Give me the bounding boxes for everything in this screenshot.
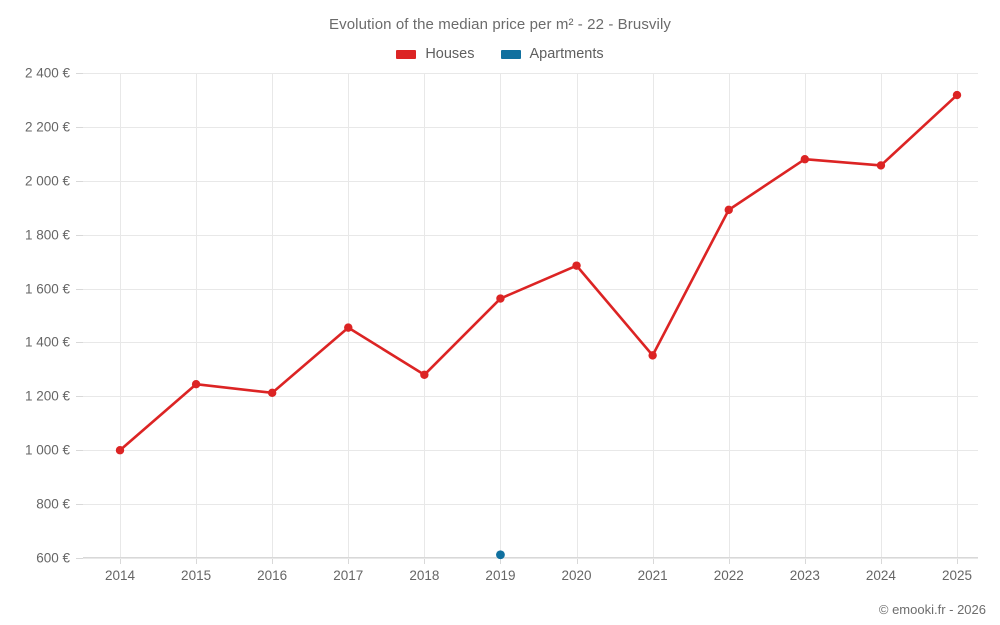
gridline-horizontal — [83, 126, 978, 128]
legend-swatch-houses — [396, 49, 417, 59]
x-axis-tick-label: 2015 — [181, 568, 212, 583]
gridline-horizontal — [83, 73, 978, 74]
gridline-vertical — [652, 73, 654, 558]
gridline-vertical — [196, 73, 198, 558]
legend-item-apartments[interactable]: Apartments — [500, 46, 604, 62]
x-axis-tick-mark — [804, 558, 806, 564]
gridline-horizontal — [83, 504, 978, 506]
y-axis-tick-label: 1 800 € — [24, 227, 70, 243]
y-axis-tick-label: 600 € — [36, 550, 70, 566]
legend-swatch-apartments — [500, 49, 521, 59]
gridline-vertical — [728, 73, 730, 558]
x-axis-tick-label: 2019 — [485, 568, 516, 583]
gridline-horizontal — [83, 558, 978, 559]
x-axis-tick-mark — [957, 558, 958, 564]
legend-label-houses: Houses — [425, 46, 475, 62]
chart-title: Evolution of the median price per m² - 2… — [328, 16, 671, 33]
x-axis-tick-mark — [500, 558, 502, 564]
gridline-vertical — [348, 73, 350, 558]
gridline-vertical — [500, 73, 502, 558]
gridline-horizontal — [83, 288, 978, 290]
x-axis-tick-mark — [576, 558, 578, 564]
y-axis-tick-mark — [76, 396, 83, 398]
x-axis-tick-label: 2020 — [561, 568, 592, 583]
gridline-horizontal — [83, 180, 978, 182]
gridline-horizontal — [83, 234, 978, 236]
y-axis-tick-mark — [76, 288, 83, 290]
x-axis-tick-label: 2022 — [713, 568, 744, 583]
footer-credit: © emooki.fr - 2026 — [878, 602, 986, 617]
y-axis-tick-mark — [76, 504, 83, 506]
x-axis-tick-label: 2016 — [257, 568, 288, 583]
gridline-vertical — [272, 73, 274, 558]
x-axis-tick-mark — [196, 558, 198, 564]
x-axis-tick-mark — [424, 558, 426, 564]
y-axis-tick-label: 2 000 € — [24, 173, 70, 189]
gridline-vertical — [880, 73, 882, 558]
y-axis-tick-label: 1 200 € — [24, 388, 70, 404]
legend-item-houses[interactable]: Houses — [396, 46, 475, 62]
y-axis-tick-mark — [76, 73, 83, 74]
y-axis-tick-mark — [76, 180, 83, 182]
gridline-vertical — [424, 73, 426, 558]
plot-area — [83, 73, 978, 559]
y-axis-tick-mark — [76, 558, 83, 559]
x-axis-baseline — [83, 557, 978, 558]
gridline-vertical — [804, 73, 806, 558]
x-axis-tick-mark — [348, 558, 350, 564]
gridline-vertical — [576, 73, 578, 558]
x-axis-tick-label: 2014 — [104, 568, 136, 583]
y-axis-tick-mark — [76, 342, 83, 344]
x-axis-tick-label: 2023 — [789, 568, 820, 583]
gridline-horizontal — [83, 396, 978, 398]
x-axis-tick-label: 2024 — [865, 568, 896, 583]
y-axis-tick-label: 800 € — [36, 496, 70, 512]
y-axis-tick-label: 1 400 € — [24, 334, 70, 350]
x-axis-tick-mark — [652, 558, 654, 564]
y-axis-tick-label: 2 400 € — [24, 65, 70, 81]
gridline-vertical — [120, 73, 121, 558]
x-axis-tick-mark — [728, 558, 730, 564]
x-axis-tick-mark — [120, 558, 121, 564]
gridline-horizontal — [83, 342, 978, 344]
x-axis-tick-mark — [880, 558, 882, 564]
y-axis-tick-mark — [76, 234, 83, 236]
x-axis-tick-mark — [272, 558, 274, 564]
y-axis-tick-label: 1 000 € — [24, 442, 70, 458]
gridline-vertical — [957, 73, 958, 558]
chart-legend: Houses Apartments — [0, 46, 1000, 62]
y-axis-tick-mark — [76, 450, 83, 452]
x-axis-tick-label: 2021 — [637, 568, 668, 583]
y-axis-tick-mark — [76, 126, 83, 128]
y-axis-tick-label: 1 600 € — [24, 281, 70, 297]
x-axis-tick-label: 2017 — [333, 568, 364, 583]
y-axis-tick-label: 2 200 € — [24, 119, 70, 135]
legend-label-apartments: Apartments — [529, 46, 604, 62]
gridline-horizontal — [83, 450, 978, 452]
x-axis-tick-label: 2025 — [941, 568, 973, 583]
x-axis-tick-label: 2018 — [409, 568, 440, 583]
